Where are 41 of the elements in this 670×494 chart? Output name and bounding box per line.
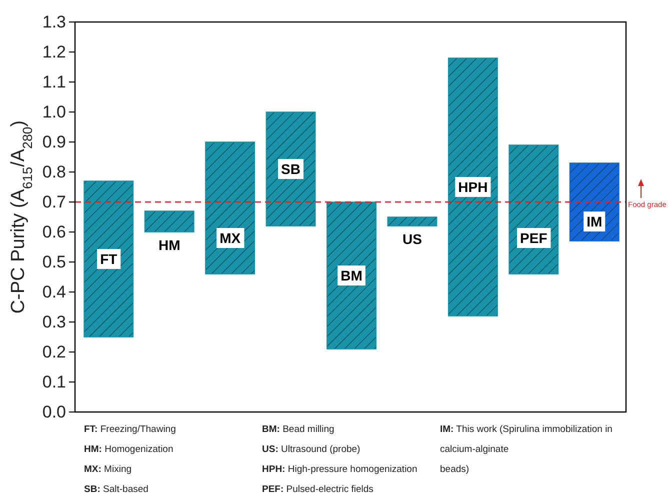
x-tick-label: US: [402, 231, 422, 247]
y-tick-label: 0.2: [42, 342, 66, 362]
text: HM: Homogenization: [84, 444, 174, 455]
y-tick-label: 0.3: [42, 312, 66, 332]
text: US: Ultrasound (probe): [262, 444, 360, 455]
y-tick-label: 1.0: [42, 102, 66, 122]
text: HPH: High-pressure homogenization: [262, 464, 418, 475]
text: SB: Salt-based: [84, 484, 148, 494]
bar: [84, 180, 134, 338]
bar: [387, 216, 438, 226]
y-tick-label: 0.5: [42, 252, 66, 272]
y-tick-label: 0.0: [42, 402, 66, 422]
text: MX: Mixing: [84, 464, 132, 475]
x-tick-label: SB: [281, 161, 301, 177]
x-tick-label: PEF: [520, 230, 548, 246]
x-tick-label: MX: [220, 230, 242, 246]
x-tick-label: HPH: [458, 179, 488, 195]
x-tick-label: HM: [158, 237, 180, 253]
bar: [448, 58, 498, 316]
bar: [266, 112, 316, 226]
y-tick-label: 1.3: [42, 12, 66, 32]
bar: [144, 210, 194, 232]
y-tick-label: 0.1: [42, 372, 66, 392]
bar: [508, 144, 559, 274]
x-tick-label: BM: [340, 268, 362, 284]
y-tick-label: 0.6: [42, 222, 66, 242]
x-tick-label: FT: [100, 251, 118, 267]
text: FT: Freezing/Thawing: [84, 424, 176, 435]
y-tick-label: 0.8: [42, 162, 66, 182]
text: IM: This work (Spirulina immobilization in calcium-alginate beads): [440, 424, 612, 475]
text: PEF: Pulsed-electric fields: [262, 484, 374, 494]
text: BM: Bead milling: [262, 424, 334, 435]
y-tick-label: 1.2: [42, 42, 66, 62]
bar: [205, 142, 256, 274]
y-tick-label: 0.4: [42, 282, 66, 302]
x-tick-label: IM: [586, 214, 602, 230]
bar: [569, 162, 620, 242]
y-tick-label: 1.1: [42, 72, 66, 92]
y-tick-label: 0.7: [42, 192, 66, 212]
bar: [326, 202, 376, 350]
y-tick-label: 0.9: [42, 132, 66, 152]
